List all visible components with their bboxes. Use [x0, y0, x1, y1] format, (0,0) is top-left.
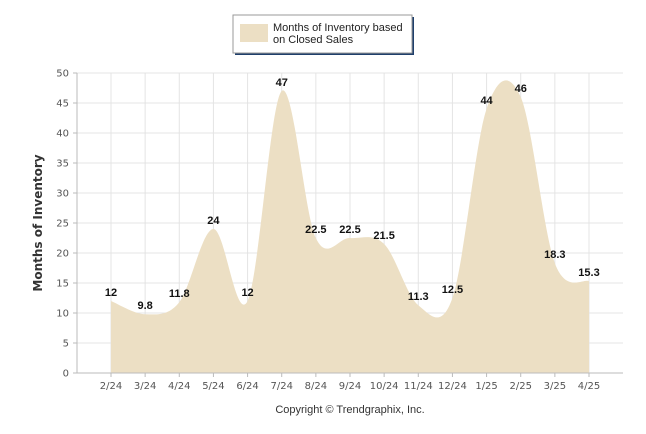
data-label: 12 [105, 287, 117, 299]
x-tick-label: 10/24 [370, 381, 399, 392]
y-tick-label: 0 [63, 369, 69, 380]
data-label: 15.3 [578, 267, 599, 279]
y-tick-label: 5 [63, 339, 69, 350]
area-layer [111, 80, 589, 374]
y-axis-title: Months of Inventory [31, 154, 45, 291]
y-tick-label: 40 [56, 129, 69, 140]
x-tick-label: 4/25 [578, 381, 600, 392]
y-tick-label: 30 [56, 189, 69, 200]
data-label: 11.8 [169, 288, 190, 300]
x-tick-label: 3/25 [544, 381, 566, 392]
x-tick-label: 6/24 [236, 381, 258, 392]
data-label: 44 [480, 95, 493, 107]
data-label: 24 [207, 215, 220, 227]
data-label: 18.3 [544, 249, 565, 261]
data-label: 12 [241, 287, 253, 299]
x-tick-label: 2/24 [100, 381, 122, 392]
x-tick-label: 5/24 [202, 381, 224, 392]
data-label: 9.8 [137, 300, 152, 312]
x-tick-label: 3/24 [134, 381, 156, 392]
data-label: 22.5 [305, 224, 326, 236]
data-label: 21.5 [373, 230, 394, 242]
legend: Months of Inventory based on Closed Sale… [232, 14, 414, 55]
y-tick-label: 15 [56, 279, 69, 290]
data-label-layer: 12 9.8 11.8 24 12 47 22.5 22.5 21.5 11.3 12.5 44 46 1… [105, 77, 600, 312]
x-tick-label: 7/24 [270, 381, 292, 392]
y-tick-label: 25 [56, 219, 69, 230]
y-tick-label: 45 [56, 99, 69, 110]
x-tick-label: 9/24 [339, 381, 361, 392]
copyright-text: Copyright © Trendgraphix, Inc. [275, 404, 424, 416]
y-tick-label: 20 [56, 249, 69, 260]
data-label: 46 [515, 83, 527, 95]
data-label: 22.5 [339, 224, 360, 236]
x-tick-label: 11/24 [404, 381, 433, 392]
legend-label-line-2: on Closed Sales [273, 34, 354, 46]
legend-label-line-1: Months of Inventory based [273, 22, 403, 34]
x-tick-label: 8/24 [305, 381, 327, 392]
x-tick-label: 1/25 [475, 381, 497, 392]
x-tick-label: 2/25 [509, 381, 531, 392]
area-series [111, 80, 589, 374]
x-tick-label: 4/24 [168, 381, 190, 392]
axis-layer: 0 5 10 15 20 25 30 35 40 45 50 2/24 3/24 4/24 5/24 6/24… [56, 69, 623, 392]
legend-swatch [240, 24, 268, 42]
y-tick-label: 50 [56, 69, 69, 80]
data-label: 47 [276, 77, 288, 89]
data-label: 12.5 [442, 284, 463, 296]
x-tick-label: 12/24 [438, 381, 467, 392]
data-label: 11.3 [408, 291, 429, 303]
y-tick-label: 10 [56, 309, 69, 320]
y-tick-label: 35 [56, 159, 69, 170]
